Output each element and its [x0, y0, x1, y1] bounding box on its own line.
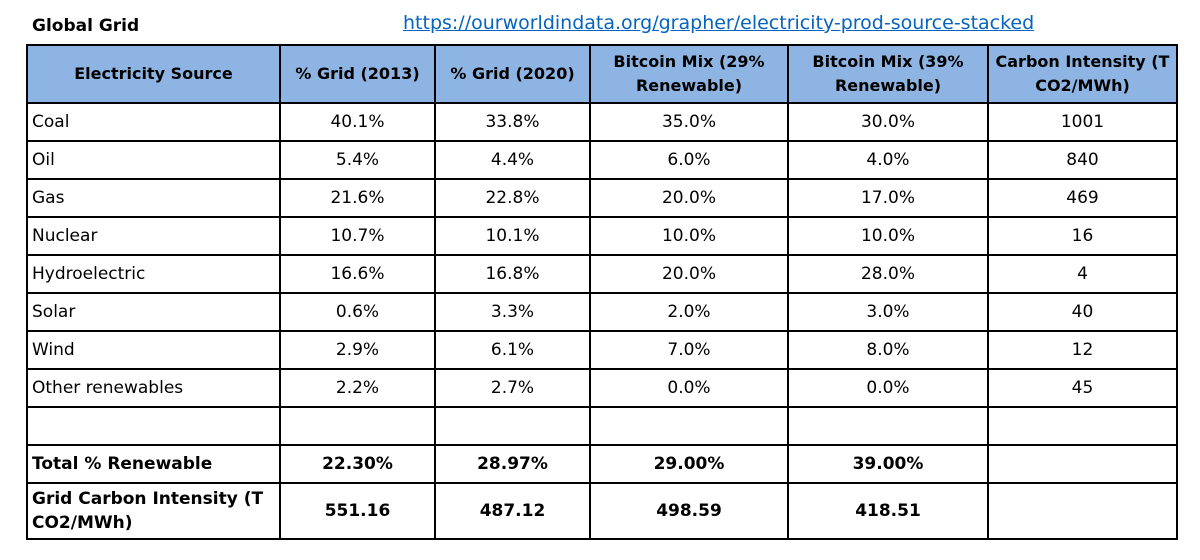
table-cell[interactable]: 7.0% [589, 330, 789, 370]
header-cell[interactable]: % Grid (2020) [434, 44, 591, 104]
table-cell[interactable]: 28.0% [787, 254, 989, 294]
table-cell[interactable]: 469 [987, 178, 1178, 218]
table-cell[interactable] [434, 406, 591, 446]
header-cell[interactable]: Carbon Intensity (T CO2/MWh) [987, 44, 1178, 104]
table-cell[interactable]: 12 [987, 330, 1178, 370]
table-cell[interactable]: 4 [987, 254, 1178, 294]
table-cell[interactable]: 10.7% [279, 216, 436, 256]
table-cell[interactable]: 17.0% [787, 178, 989, 218]
table-cell[interactable]: 5.4% [279, 140, 436, 180]
table-row: Coal 40.1% 33.8% 35.0% 30.0% 1001 [26, 102, 1178, 142]
table-cell[interactable]: 10.1% [434, 216, 591, 256]
table-cell[interactable] [26, 406, 281, 446]
table-cell[interactable]: 1001 [987, 102, 1178, 142]
table-cell[interactable]: 20.0% [589, 178, 789, 218]
table-cell[interactable] [279, 406, 436, 446]
table-row: Gas 21.6% 22.8% 20.0% 17.0% 469 [26, 178, 1178, 218]
grid-carbon-row: Grid Carbon Intensity (T CO2/MWh) 551.16… [26, 482, 1178, 540]
total-renewable-row: Total % Renewable 22.30% 28.97% 29.00% 3… [26, 444, 1178, 484]
table-row: Wind 2.9% 6.1% 7.0% 8.0% 12 [26, 330, 1178, 370]
table-cell[interactable] [987, 482, 1178, 540]
table-cell[interactable]: 2.9% [279, 330, 436, 370]
table-cell[interactable]: Total % Renewable [26, 444, 281, 484]
source-link[interactable]: https://ourworldindata.org/grapher/elect… [403, 12, 1035, 34]
table-cell[interactable]: 22.30% [279, 444, 436, 484]
table-cell[interactable]: 551.16 [279, 482, 436, 540]
table-cell[interactable]: 16 [987, 216, 1178, 256]
table-cell[interactable]: 39.00% [787, 444, 989, 484]
table-cell[interactable]: Solar [26, 292, 281, 332]
table-cell[interactable]: 40.1% [279, 102, 436, 142]
table-cell[interactable]: 840 [987, 140, 1178, 180]
table-cell[interactable]: 21.6% [279, 178, 436, 218]
blank-row [26, 406, 1178, 446]
table-cell[interactable]: 29.00% [589, 444, 789, 484]
header-cell[interactable]: Electricity Source [26, 44, 281, 104]
header-cell[interactable]: % Grid (2013) [279, 44, 436, 104]
table-cell[interactable]: 33.8% [434, 102, 591, 142]
table-cell[interactable]: 35.0% [589, 102, 789, 142]
table-cell[interactable]: Wind [26, 330, 281, 370]
table-cell[interactable]: Oil [26, 140, 281, 180]
table-cell[interactable]: 16.6% [279, 254, 436, 294]
table-cell[interactable] [589, 406, 789, 446]
table-cell[interactable]: Nuclear [26, 216, 281, 256]
table-cell[interactable]: 487.12 [434, 482, 591, 540]
table-cell[interactable]: 4.4% [434, 140, 591, 180]
table-cell[interactable] [987, 406, 1178, 446]
table-cell[interactable]: 10.0% [787, 216, 989, 256]
table-cell[interactable]: 0.6% [279, 292, 436, 332]
header-cell[interactable]: Bitcoin Mix (39% Renewable) [787, 44, 989, 104]
table-cell[interactable]: Other renewables [26, 368, 281, 408]
table-cell[interactable]: Hydroelectric [26, 254, 281, 294]
table-row: Solar 0.6% 3.3% 2.0% 3.0% 40 [26, 292, 1178, 332]
table-row: Other renewables 2.2% 2.7% 0.0% 0.0% 45 [26, 368, 1178, 408]
table-row: Oil 5.4% 4.4% 6.0% 4.0% 840 [26, 140, 1178, 180]
sheet-title: Global Grid [32, 16, 140, 36]
table-cell[interactable]: 2.0% [589, 292, 789, 332]
table-cell[interactable]: Grid Carbon Intensity (T CO2/MWh) [26, 482, 281, 540]
header-cell[interactable]: Bitcoin Mix (29% Renewable) [589, 44, 789, 104]
table-cell[interactable]: 10.0% [589, 216, 789, 256]
table-cell[interactable]: 45 [987, 368, 1178, 408]
table-cell[interactable]: 6.1% [434, 330, 591, 370]
table-cell[interactable]: 3.0% [787, 292, 989, 332]
table-cell[interactable] [787, 406, 989, 446]
table-cell[interactable]: 418.51 [787, 482, 989, 540]
table-cell[interactable]: Gas [26, 178, 281, 218]
table-cell[interactable]: 3.3% [434, 292, 591, 332]
table-cell[interactable]: 16.8% [434, 254, 591, 294]
table-cell[interactable]: 28.97% [434, 444, 591, 484]
table-cell[interactable]: 498.59 [589, 482, 789, 540]
table-row: Hydroelectric 16.6% 16.8% 20.0% 28.0% 4 [26, 254, 1178, 294]
header-row: Electricity Source % Grid (2013) % Grid … [26, 44, 1178, 104]
table-cell[interactable]: 20.0% [589, 254, 789, 294]
table-cell[interactable]: 2.7% [434, 368, 591, 408]
table-cell[interactable]: 0.0% [787, 368, 989, 408]
table-cell[interactable] [987, 444, 1178, 484]
electricity-table: Electricity Source % Grid (2013) % Grid … [26, 44, 1178, 540]
table-row: Nuclear 10.7% 10.1% 10.0% 10.0% 16 [26, 216, 1178, 256]
table-cell[interactable]: 0.0% [589, 368, 789, 408]
table-cell[interactable]: 30.0% [787, 102, 989, 142]
table-cell[interactable]: 4.0% [787, 140, 989, 180]
table-cell[interactable]: Coal [26, 102, 281, 142]
table-cell[interactable]: 8.0% [787, 330, 989, 370]
table-cell[interactable]: 2.2% [279, 368, 436, 408]
table-cell[interactable]: 6.0% [589, 140, 789, 180]
table-cell[interactable]: 40 [987, 292, 1178, 332]
table-cell[interactable]: 22.8% [434, 178, 591, 218]
